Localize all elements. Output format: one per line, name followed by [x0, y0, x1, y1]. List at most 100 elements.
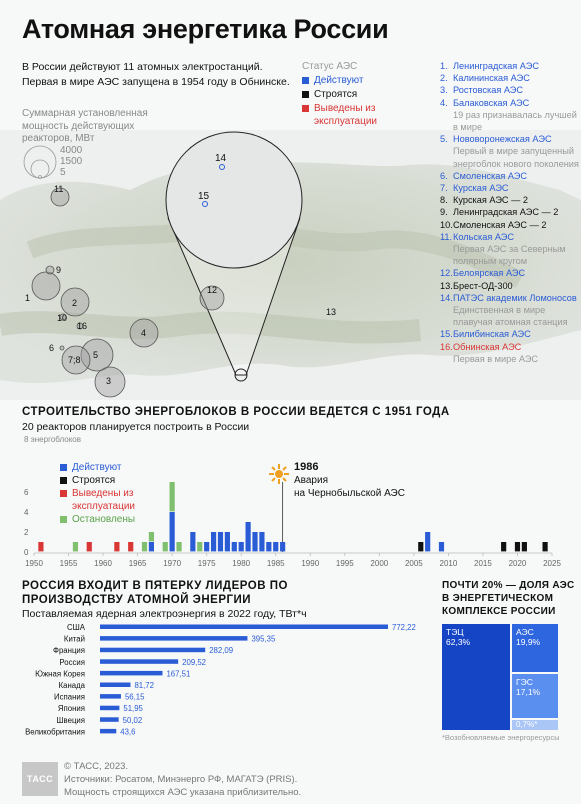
- histogram-bar: [273, 542, 279, 552]
- histogram-bar: [197, 542, 203, 552]
- capacity-value: 1500: [60, 156, 83, 167]
- bar-value-label: 395,35: [251, 635, 276, 644]
- plant-number: 1.: [440, 61, 448, 71]
- y-axis-label: 8 энергоблоков: [24, 435, 81, 444]
- capacity-value: 5: [60, 167, 66, 178]
- plant-name: Ленинградская АЭС — 2: [453, 207, 559, 218]
- x-tick-label: 1975: [198, 559, 216, 568]
- plant-name: ПАТЭС академик Ломоносов: [453, 292, 577, 303]
- plant-number: 7.: [440, 183, 448, 194]
- footer-line: Мощность строящихся АЭС указана приблизи…: [64, 787, 302, 798]
- histogram-bar: [418, 542, 424, 552]
- map-label: 2: [72, 298, 78, 308]
- footer-line: Источники: Росатом, Минэнерго РФ, МАГАТЭ…: [64, 774, 298, 785]
- production-bar: [100, 647, 206, 653]
- y-tick-label: 6: [24, 488, 29, 497]
- bar-value-label: 167,51: [166, 669, 190, 678]
- map-label: 5: [93, 350, 99, 360]
- plant-number: 15.: [440, 329, 453, 340]
- bar-value-label: 50,02: [123, 716, 143, 725]
- section-subtitle: Поставляемая ядерная электроэнергия в 20…: [22, 608, 307, 620]
- plant-note: 19 раз признавалась лучшей в мире: [453, 109, 577, 133]
- mix-value: 62,3%: [446, 637, 471, 647]
- plant-item: 5. Нововоронежская АЭС: [440, 133, 580, 145]
- legend-label: Остановлены: [72, 514, 136, 525]
- bar-category-label: Швеция: [56, 716, 85, 725]
- plant-name: Брест-ОД-300: [453, 280, 513, 291]
- bar-category-label: Великобритания: [25, 727, 85, 736]
- status-swatch: [302, 105, 309, 112]
- histogram-bar: [217, 532, 224, 552]
- x-tick-label: 1995: [336, 559, 354, 568]
- mix-label: ТЭЦ: [446, 627, 464, 637]
- plant-number: 12.: [440, 268, 453, 279]
- plant-item: 7. Курская АЭС: [440, 182, 580, 194]
- lens-circle: [165, 131, 303, 269]
- footer: © ТАСС, 2023. Источники: Росатом, Минэне…: [64, 760, 301, 799]
- plant-name: Курская АЭС: [453, 183, 509, 194]
- zoom-lens: [165, 131, 303, 382]
- bar-category-label: Франция: [53, 646, 85, 655]
- plant-number: 5.: [440, 134, 448, 145]
- map-label: 9: [56, 265, 62, 275]
- legend-label: Действуют: [72, 462, 122, 473]
- map-label: 13: [326, 307, 337, 317]
- marker-12: [199, 285, 225, 311]
- chernobyl-annotation: 1986 Авария на Чернобыльской АЭС: [294, 461, 405, 500]
- histogram-bar: [141, 542, 148, 552]
- histogram-bar: [169, 482, 175, 512]
- histogram-bar: [266, 542, 272, 552]
- legend-item: Строятся: [60, 474, 142, 487]
- bar-category-label: Южная Корея: [35, 669, 85, 678]
- mix-cell-aes: АЭС 19,9%: [512, 624, 558, 672]
- map-label: 3: [106, 376, 112, 386]
- capacity-value: 4000: [60, 145, 83, 156]
- bar-value-label: 772,22: [392, 623, 416, 632]
- footer-line: © ТАСС, 2023.: [64, 761, 129, 772]
- plant-item: 6. Смоленская АЭС: [440, 170, 580, 182]
- marker-7-8: [61, 345, 91, 375]
- plant-name: Обнинская АЭС: [453, 341, 522, 352]
- x-tick-label: 2015: [474, 559, 492, 568]
- plant-note: Единственная в мире плавучая атомная ста…: [453, 305, 568, 328]
- annotation-line: Авария: [294, 475, 328, 486]
- x-tick-label: 1960: [94, 559, 112, 568]
- bar-value-label: 282,09: [209, 646, 233, 655]
- status-legend: Статус АЭС Действуют Строятся Выведены и…: [302, 60, 394, 128]
- status-swatch: [302, 77, 309, 84]
- map-label: 12: [207, 285, 218, 295]
- x-tick-label: 1950: [25, 559, 43, 568]
- histogram-bar: [245, 522, 251, 552]
- mix-cell-ges: ГЭС 17,1%: [512, 674, 558, 718]
- plant-number: 13.: [440, 280, 453, 291]
- histogram-bar: [210, 532, 217, 552]
- bar-category-label: США: [67, 623, 86, 632]
- x-tick-label: 1970: [163, 559, 181, 568]
- marker-16: [76, 322, 84, 330]
- histogram-bar: [148, 532, 155, 542]
- nuclear-production-bars: США 772,22 Китай 395,35 Франция 282,09 Россия 2…: [25, 623, 416, 736]
- marker-15: [202, 201, 208, 207]
- x-tick-label: 1990: [301, 559, 319, 568]
- mix-cell-tec: ТЭЦ 62,3%: [442, 624, 510, 730]
- map-label: 4: [141, 328, 147, 338]
- x-tick-label: 2020: [509, 559, 527, 568]
- histogram-bar: [128, 542, 134, 552]
- histogram-bar: [148, 542, 155, 552]
- plant-note: Первая АЭС за Северным полярным кругом: [453, 244, 566, 267]
- production-bar: [100, 682, 131, 687]
- x-tick-label: 1965: [129, 559, 147, 568]
- x-tick-label: 2000: [370, 559, 388, 568]
- histogram-bar: [72, 542, 79, 552]
- plant-list: 1. Ленинградская АЭС 2. Калининская АЭС 3. Ро…: [440, 60, 580, 365]
- plant-item: 15. Билибинская АЭС: [440, 328, 580, 340]
- explosion-icon: [269, 464, 289, 484]
- mix-cell-renewable: 0,7%*: [512, 720, 558, 730]
- plant-number: 3.: [440, 85, 448, 96]
- bar-value-label: 43,6: [120, 727, 135, 736]
- map-label: 15: [198, 191, 210, 202]
- legend-label: Выведены из эксплуатации: [72, 488, 135, 512]
- histogram-bar: [425, 532, 431, 552]
- plant-number: 14.: [440, 292, 453, 303]
- capacity-legend-label: Суммарная установленная мощность действу…: [22, 108, 148, 144]
